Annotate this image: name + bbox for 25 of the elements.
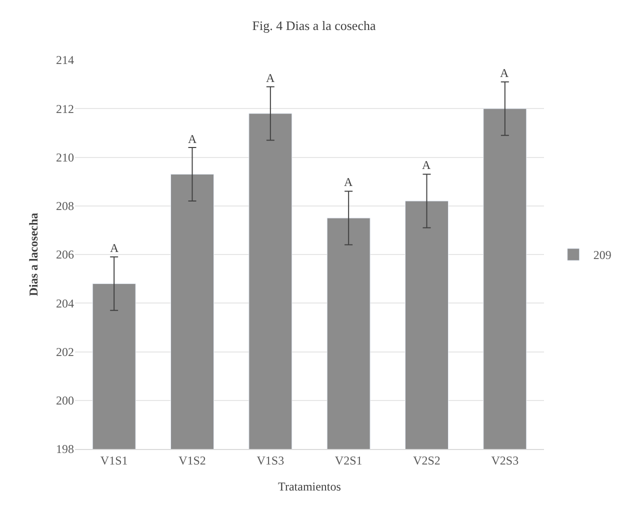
y-tick-label: 200 — [56, 394, 74, 408]
y-tick-label: 198 — [56, 442, 74, 456]
x-tick-label: V1S1 — [100, 453, 128, 468]
y-tick-label: 208 — [56, 199, 74, 214]
annotation: A — [344, 175, 353, 189]
y-tick-label: 206 — [56, 248, 74, 262]
x-tick-label: V2S2 — [413, 453, 440, 468]
annotation: A — [422, 158, 431, 172]
y-tick-label: 204 — [56, 296, 74, 310]
annotation: A — [110, 241, 119, 255]
x-axis-title: Tratamientos — [278, 479, 342, 494]
y-tick-label: 212 — [56, 102, 74, 116]
x-tick-label: V1S2 — [178, 453, 206, 468]
y-tick-label: 202 — [56, 344, 74, 359]
y-tick-label: 210 — [56, 150, 74, 164]
annotation: A — [500, 66, 509, 80]
annotation: A — [266, 71, 275, 85]
y-tick-label: 214 — [56, 53, 74, 68]
x-tick-label: V2S1 — [334, 453, 362, 468]
x-tick-label: V2S3 — [491, 453, 519, 468]
chart-title: Fig. 4 Dias a la cosecha — [252, 18, 376, 33]
annotation: A — [188, 132, 197, 146]
legend-label: 209 — [593, 248, 612, 262]
x-tick-label: V1S3 — [256, 453, 284, 468]
y-axis-title: Dias a lacosecha — [26, 212, 40, 296]
